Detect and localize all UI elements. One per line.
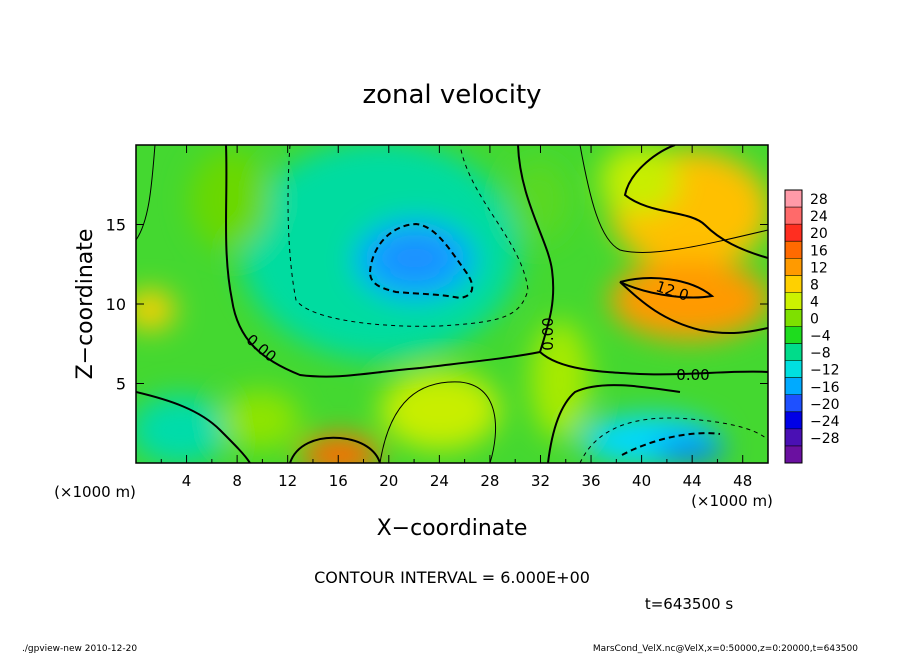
colorbar-segment (785, 360, 802, 379)
colorbar-segment (785, 377, 802, 396)
colorbar-segment (785, 445, 802, 464)
footer-left: ./gpview-new 2010-12-20 (22, 644, 137, 654)
contour-label-zero-right: 0.00 (676, 366, 709, 384)
chart-title: zonal velocity (362, 80, 541, 110)
x-tick-label: 48 (733, 472, 752, 490)
colorbar-label: −20 (810, 397, 840, 413)
contour-12-upper (623, 145, 768, 259)
x-tick-label: 28 (480, 472, 499, 490)
colorbar-segment (785, 275, 802, 293)
x-axis-label: X−coordinate (377, 516, 528, 541)
contour-interval-text: CONTOUR INTERVAL = 6.000E+00 (314, 568, 590, 587)
x-tick-label: 44 (683, 472, 702, 490)
y-axis-ticks: 5 10 15 (106, 216, 768, 394)
plot-area (136, 145, 768, 463)
colorbar-label: 24 (810, 209, 828, 225)
colorbar-label: 20 (810, 226, 828, 242)
field-blobs (136, 145, 768, 463)
colorbar-segment (785, 309, 802, 327)
colorbar-label: 4 (810, 294, 819, 310)
contour-neg-blue (369, 222, 474, 300)
contour-pos-thin-1 (136, 145, 156, 241)
contour-12-closed (619, 277, 715, 299)
contour-zero-bottom-left (136, 391, 251, 463)
colorbar-segment (785, 428, 802, 447)
contour-bottom-hill (289, 436, 381, 463)
x-tick-label: 36 (581, 472, 600, 490)
colorbar-segment (785, 190, 802, 208)
colorbar-label: 28 (810, 192, 828, 208)
contour-neg-small (621, 432, 721, 456)
contour-zero-mid (517, 145, 555, 353)
contour-zero-bottom-right (547, 384, 681, 463)
x-tick-label: 20 (379, 472, 398, 490)
contour-pos-thin-2 (579, 145, 768, 254)
contour-zero-right (539, 351, 768, 376)
colorbar-label: 8 (810, 277, 819, 293)
colorbar-label: −16 (810, 380, 840, 396)
footer-right: MarsCond_VelX.nc@VelX,x=0:50000,z=0:2000… (593, 644, 858, 654)
contour-label-zero-mid: 0.00 (539, 317, 557, 350)
colorbar-segment (785, 241, 802, 259)
y-tick-label: 5 (116, 375, 126, 394)
x-axis-ticks: 4 8 12 16 20 24 28 32 36 40 44 48 (160, 145, 752, 490)
colorbar-label: 16 (810, 243, 828, 259)
time-label: t=643500 s (645, 595, 733, 613)
x-tick-label: 32 (531, 472, 550, 490)
colorbar-segment (785, 258, 802, 276)
x-tick-label: 24 (430, 472, 449, 490)
colorbar-label: −12 (810, 363, 840, 379)
contour-pos-thin-3 (379, 381, 496, 463)
y-tick-label: 10 (106, 295, 126, 314)
colorbar-label: −8 (810, 346, 831, 362)
colorbar-label: −4 (810, 329, 831, 345)
x-unit-label-right: (×1000 m) (691, 492, 773, 510)
x-unit-label-left: (×1000 m) (54, 483, 136, 501)
y-tick-label: 15 (106, 216, 126, 235)
colorbar-segment (785, 207, 802, 225)
y-axis-label: Z−coordinate (73, 229, 98, 380)
contour-neg-thin-1 (287, 145, 529, 327)
contour-lines (136, 145, 768, 463)
x-tick-label: 12 (278, 472, 297, 490)
colorbar-segment (785, 292, 802, 310)
colorbar-label: −28 (810, 431, 840, 447)
colorbar-label: −24 (810, 414, 840, 430)
colorbar-segment (785, 343, 802, 362)
contour-12-lower (619, 281, 768, 335)
colorbar-segment (785, 411, 802, 430)
contour-neg-thin-2 (579, 417, 768, 463)
x-tick-label: 4 (182, 472, 192, 490)
contour-zero-left (225, 145, 541, 378)
colorbar-segment (785, 394, 802, 413)
x-tick-label: 8 (232, 472, 242, 490)
colorbar-segment (785, 326, 802, 345)
x-tick-label: 16 (329, 472, 348, 490)
colorbar-label: 12 (810, 260, 828, 276)
x-tick-label: 40 (632, 472, 651, 490)
colorbar-segment (785, 224, 802, 242)
colorbar-label: 0 (810, 312, 819, 328)
